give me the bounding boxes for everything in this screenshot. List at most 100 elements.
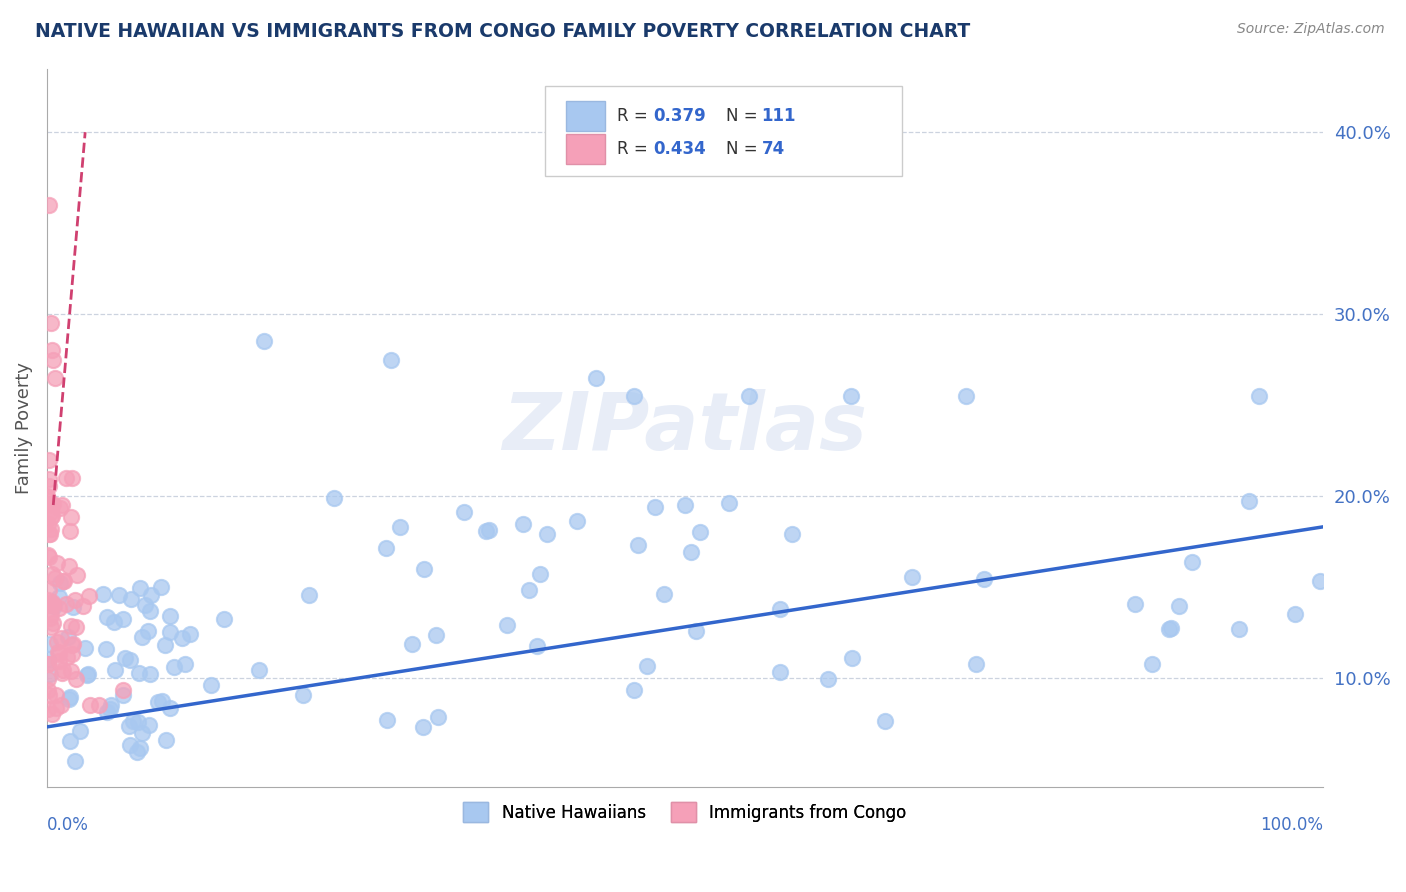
Legend: Native Hawaiians, Immigrants from Congo: Native Hawaiians, Immigrants from Congo <box>457 795 912 829</box>
Point <box>41 505 63 519</box>
Point <box>477 524 499 538</box>
Point <box>839 389 862 403</box>
Point <box>38 497 60 511</box>
Point <box>59 734 82 748</box>
Point <box>38 688 60 702</box>
Point <box>118 719 141 733</box>
Point <box>55 597 77 611</box>
Point <box>39 607 62 621</box>
Point <box>58 558 80 573</box>
Point <box>104 663 127 677</box>
Point <box>42 599 65 613</box>
Point <box>1157 622 1180 636</box>
Point <box>58 691 80 706</box>
Point <box>131 726 153 740</box>
Point <box>38 453 60 467</box>
Point <box>627 537 650 551</box>
Text: 0.379: 0.379 <box>652 107 706 125</box>
Point <box>37 516 59 531</box>
Y-axis label: Family Poverty: Family Poverty <box>15 362 32 494</box>
Point <box>1140 657 1163 672</box>
Point <box>292 689 315 703</box>
Text: 0.0%: 0.0% <box>46 815 89 834</box>
Point <box>512 516 534 531</box>
Point <box>681 545 703 559</box>
Point <box>1237 494 1260 508</box>
Point <box>134 598 156 612</box>
Point <box>37 490 59 504</box>
Point <box>41 595 63 609</box>
Point <box>375 713 398 727</box>
Point <box>53 574 76 589</box>
Point <box>49 698 72 712</box>
Point <box>49 575 72 590</box>
Point <box>52 574 75 588</box>
Point <box>103 615 125 629</box>
Point <box>253 334 276 349</box>
Point <box>48 601 70 615</box>
Point <box>79 589 101 603</box>
Point <box>37 592 59 607</box>
Point <box>37 682 59 697</box>
Point <box>623 389 645 403</box>
Point <box>38 549 60 564</box>
Point <box>150 580 173 594</box>
Point <box>45 556 67 570</box>
Point <box>567 514 589 528</box>
Point <box>496 618 519 632</box>
Point <box>127 745 149 759</box>
Point <box>37 702 59 716</box>
Point <box>100 698 122 712</box>
Point <box>59 524 82 538</box>
Point <box>98 702 121 716</box>
Point <box>37 489 59 503</box>
Point <box>39 316 62 330</box>
Point <box>55 650 77 665</box>
Point <box>159 609 181 624</box>
Point <box>42 599 65 613</box>
FancyBboxPatch shape <box>567 134 605 164</box>
Point <box>41 508 63 523</box>
Point <box>1160 621 1182 635</box>
Point <box>155 733 177 747</box>
Point <box>66 567 89 582</box>
FancyBboxPatch shape <box>544 87 901 177</box>
Point <box>654 587 676 601</box>
Point <box>38 479 60 493</box>
Point <box>77 667 100 681</box>
Point <box>200 678 222 692</box>
Point <box>41 343 63 358</box>
Point <box>139 604 162 618</box>
Point <box>62 599 84 614</box>
Point <box>41 620 63 634</box>
Point <box>1284 607 1306 622</box>
Point <box>44 572 66 586</box>
Text: 74: 74 <box>762 140 785 158</box>
Point <box>738 389 761 403</box>
Point <box>51 666 73 681</box>
Point <box>37 672 59 686</box>
Point <box>120 653 142 667</box>
Point <box>39 637 62 651</box>
Point <box>41 597 63 611</box>
Point <box>63 593 86 607</box>
Point <box>401 637 423 651</box>
Point <box>60 638 83 652</box>
Point <box>48 647 70 661</box>
Point <box>689 525 711 540</box>
Point <box>1249 389 1271 403</box>
Point <box>59 619 82 633</box>
Point <box>128 665 150 680</box>
Point <box>517 582 540 597</box>
Point <box>41 615 63 630</box>
Text: N =: N = <box>725 107 762 125</box>
Point <box>72 599 94 613</box>
Point <box>172 631 194 645</box>
Point <box>585 370 607 384</box>
Point <box>673 498 696 512</box>
Point <box>48 654 70 668</box>
Point <box>159 701 181 715</box>
Point <box>179 627 201 641</box>
Point <box>38 582 60 597</box>
Point <box>94 642 117 657</box>
